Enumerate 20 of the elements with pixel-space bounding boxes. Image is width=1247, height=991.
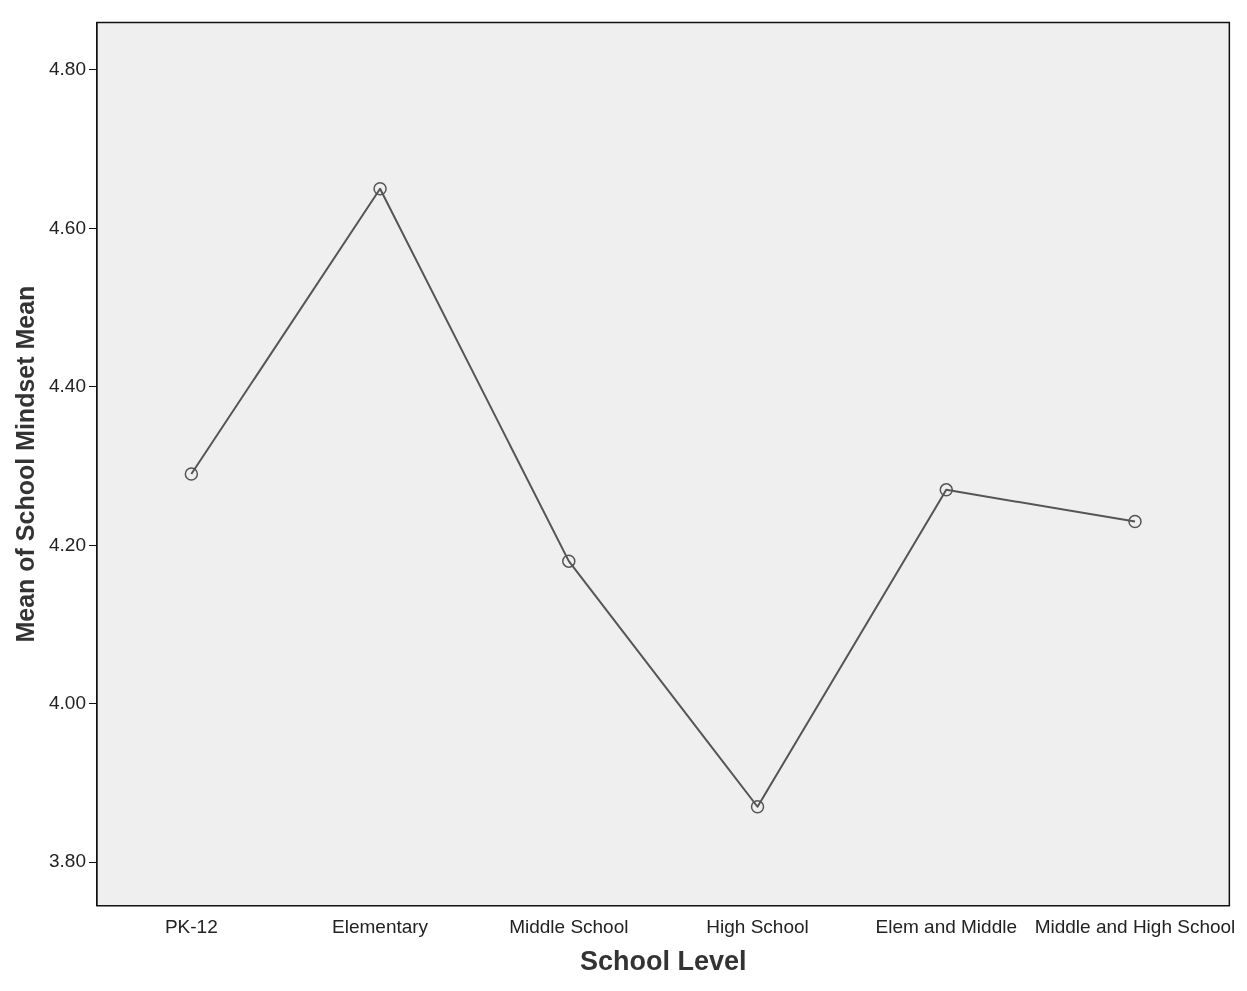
y-axis-title: Mean of School Mindset Mean (10, 285, 39, 643)
x-tick-label: Elementary (332, 916, 429, 938)
point (1128, 514, 1142, 529)
y-tick-label: 4.20 (49, 533, 86, 555)
x-tick-label: PK-12 (164, 916, 218, 938)
y-tick-label: 4.80 (49, 58, 86, 80)
x-tick-label: Elem and Middle (875, 916, 1018, 938)
x-tick-label: Middle and High School (1034, 916, 1236, 938)
point (750, 800, 765, 814)
point (373, 182, 387, 196)
y-tick-label: 4.00 (49, 692, 86, 713)
y-tick-label: 4.40 (49, 375, 86, 397)
point (184, 467, 199, 481)
x-tick-label: Middle School (509, 916, 629, 938)
y-tick-label: 3.80 (49, 850, 86, 872)
x-axis-title: School Level (579, 946, 747, 977)
point (939, 483, 954, 497)
x-tick-label: High School (706, 916, 809, 938)
point (562, 554, 576, 568)
y-tick-label: 4.60 (49, 216, 86, 238)
